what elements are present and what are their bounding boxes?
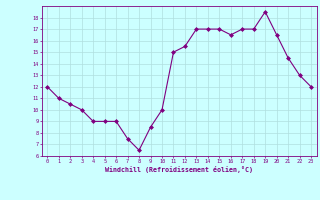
X-axis label: Windchill (Refroidissement éolien,°C): Windchill (Refroidissement éolien,°C): [105, 166, 253, 173]
